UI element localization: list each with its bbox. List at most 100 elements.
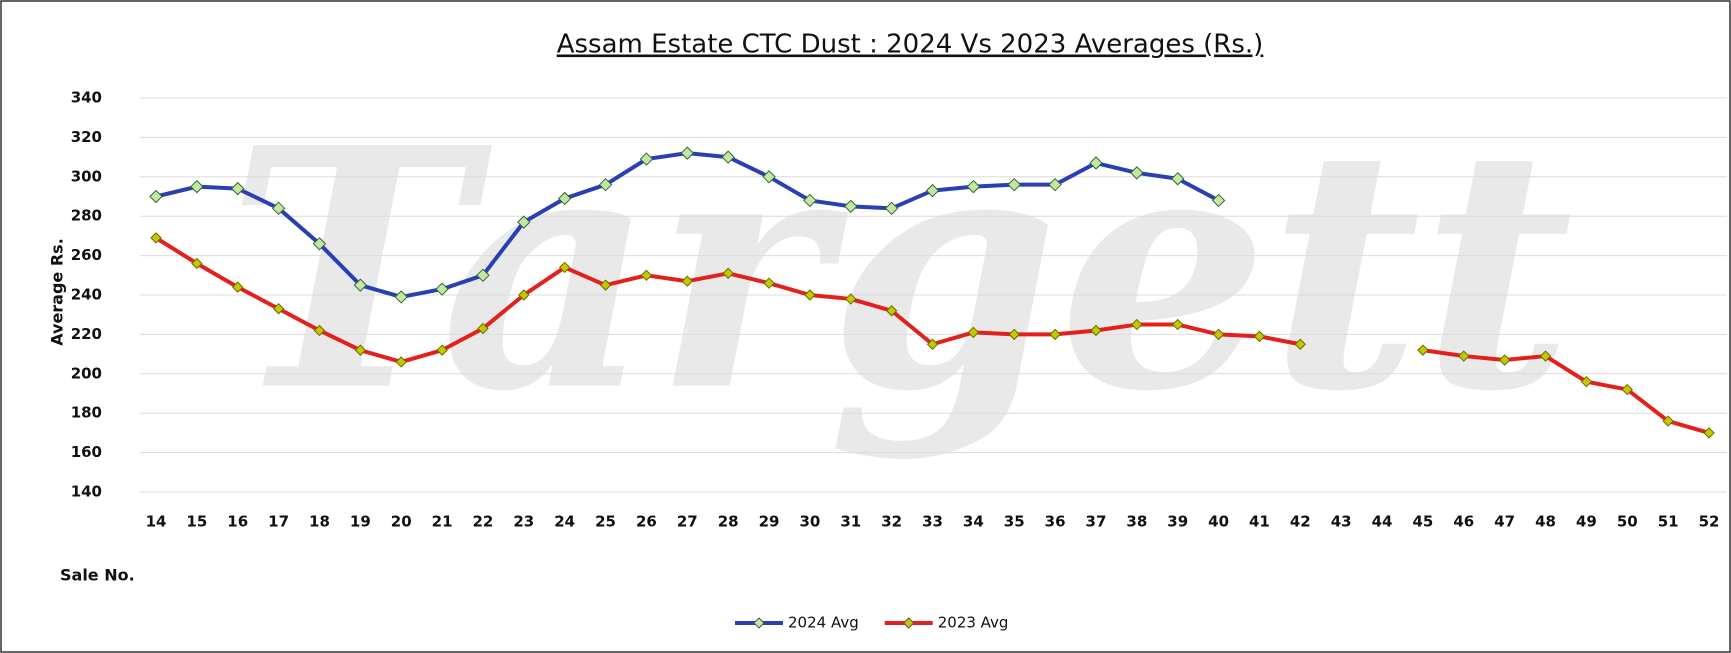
data-point xyxy=(271,201,286,216)
data-point xyxy=(232,281,244,293)
y-tick-label: 240 xyxy=(71,286,102,304)
data-point xyxy=(1662,415,1674,427)
x-tick-label: 34 xyxy=(963,513,984,531)
x-tick-label: 50 xyxy=(1617,513,1638,531)
x-tick-label: 19 xyxy=(350,513,371,531)
data-point xyxy=(1211,193,1226,208)
x-tick-label: 14 xyxy=(146,513,167,531)
data-point xyxy=(477,322,489,335)
x-tick-label: 16 xyxy=(227,513,248,531)
y-tick-label: 300 xyxy=(71,167,102,185)
data-point xyxy=(1580,375,1593,388)
data-point xyxy=(1171,172,1185,186)
data-point xyxy=(1172,318,1184,331)
x-tick-label: 29 xyxy=(759,513,780,531)
x-tick-label: 52 xyxy=(1699,513,1720,531)
data-point xyxy=(925,183,940,198)
data-point xyxy=(1294,338,1307,350)
data-point xyxy=(190,179,204,194)
x-axis-label: Sale No. xyxy=(60,566,135,585)
data-point xyxy=(1007,177,1021,192)
data-point xyxy=(598,177,613,192)
data-point xyxy=(885,305,898,317)
x-tick-label: 31 xyxy=(840,513,861,531)
legend-label: 2023 Avg xyxy=(938,614,1009,632)
data-point xyxy=(1049,328,1061,341)
data-point xyxy=(1417,344,1429,356)
y-axis-label: Average Rs. xyxy=(48,238,67,346)
data-point xyxy=(599,279,612,291)
data-point xyxy=(354,344,367,356)
x-tick-label: 44 xyxy=(1372,513,1393,531)
data-point xyxy=(1130,166,1144,180)
data-point xyxy=(926,338,939,350)
data-point xyxy=(1090,324,1102,337)
data-point xyxy=(1498,354,1511,366)
data-point xyxy=(272,303,285,315)
data-point xyxy=(721,150,735,164)
x-tick-label: 27 xyxy=(677,513,698,531)
x-tick-label: 18 xyxy=(309,513,330,531)
x-tick-label: 46 xyxy=(1453,513,1474,531)
data-point xyxy=(558,261,571,274)
x-tick-label: 21 xyxy=(432,513,453,531)
data-point xyxy=(844,199,858,214)
x-tick-label: 36 xyxy=(1045,513,1066,531)
data-point xyxy=(1253,330,1266,343)
data-point xyxy=(313,324,326,337)
data-point xyxy=(1212,328,1225,341)
data-point xyxy=(1703,427,1715,439)
legend-marker xyxy=(753,617,765,629)
x-tick-label: 30 xyxy=(799,513,820,531)
legend-marker xyxy=(903,617,915,629)
data-point xyxy=(681,275,693,287)
data-point xyxy=(435,282,449,296)
data-point xyxy=(639,152,654,166)
x-tick-label: 45 xyxy=(1412,513,1433,531)
data-point xyxy=(1131,318,1143,331)
x-tick-label: 42 xyxy=(1290,513,1311,531)
data-point xyxy=(395,356,407,368)
data-point xyxy=(191,257,203,270)
y-tick-label: 260 xyxy=(71,246,102,264)
data-point xyxy=(1458,350,1470,362)
x-tick-label: 25 xyxy=(595,513,616,531)
x-tick-label: 39 xyxy=(1167,513,1188,531)
y-tick-label: 140 xyxy=(71,483,102,501)
data-point xyxy=(518,289,530,301)
x-tick-label: 38 xyxy=(1126,513,1147,531)
x-tick-label: 17 xyxy=(268,513,289,531)
x-tick-label: 32 xyxy=(881,513,902,531)
data-point xyxy=(722,267,734,280)
y-tick-label: 320 xyxy=(71,128,102,146)
x-tick-label: 37 xyxy=(1086,513,1107,531)
x-tick-label: 28 xyxy=(718,513,739,531)
x-tick-label: 23 xyxy=(513,513,534,531)
x-tick-label: 22 xyxy=(473,513,494,531)
data-point xyxy=(804,289,816,301)
data-point xyxy=(1048,177,1062,192)
x-tick-label: 48 xyxy=(1535,513,1556,531)
data-point xyxy=(1089,156,1103,170)
x-tick-label: 41 xyxy=(1249,513,1270,531)
data-point xyxy=(845,293,857,305)
y-tick-label: 340 xyxy=(71,89,102,107)
data-point xyxy=(312,237,327,251)
data-point xyxy=(803,193,817,208)
y-tick-label: 220 xyxy=(71,325,102,343)
data-point xyxy=(762,170,776,184)
data-point xyxy=(517,215,531,229)
x-tick-label: 24 xyxy=(554,513,575,531)
x-tick-label: 47 xyxy=(1494,513,1515,531)
x-tick-label: 49 xyxy=(1576,513,1597,531)
data-point xyxy=(1539,350,1552,362)
x-tick-label: 40 xyxy=(1208,513,1229,531)
data-point xyxy=(966,179,981,194)
x-tick-label: 20 xyxy=(391,513,412,531)
data-point xyxy=(557,191,572,206)
data-point xyxy=(640,269,653,282)
x-tick-label: 43 xyxy=(1331,513,1352,531)
